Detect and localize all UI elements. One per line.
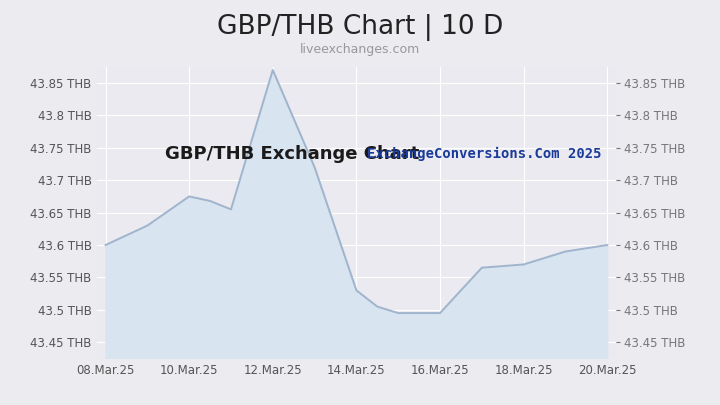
Text: ExchangeConversions.Com 2025: ExchangeConversions.Com 2025 xyxy=(366,147,601,161)
Text: GBP/THB Chart | 10 D: GBP/THB Chart | 10 D xyxy=(217,14,503,41)
Text: GBP/THB Exchange Chart: GBP/THB Exchange Chart xyxy=(165,145,419,163)
Text: liveexchanges.com: liveexchanges.com xyxy=(300,43,420,55)
